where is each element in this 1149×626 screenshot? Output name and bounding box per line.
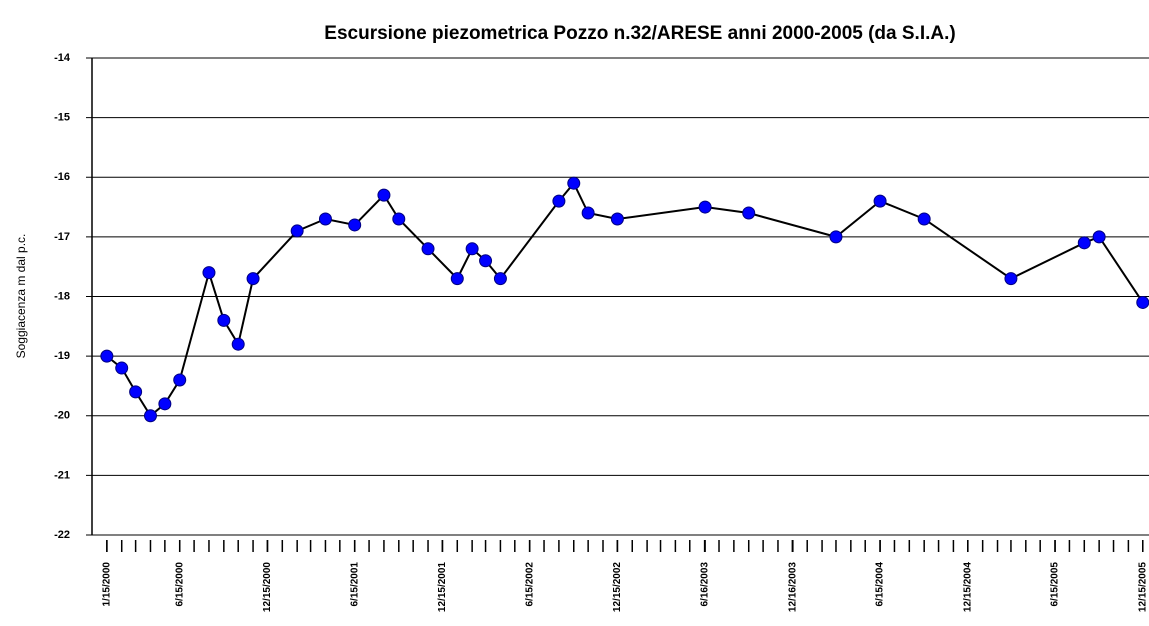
y-tick-label: -16 <box>54 171 70 183</box>
x-tick-label: 6/15/2004 <box>875 562 886 607</box>
data-point <box>129 385 143 399</box>
chart-title: Escursione piezometrica Pozzo n.32/ARESE… <box>324 23 955 44</box>
data-point <box>318 212 332 226</box>
x-tick-label: 6/15/2000 <box>174 562 185 607</box>
data-point <box>581 206 595 220</box>
x-tick-label: 6/15/2002 <box>524 562 535 607</box>
data-point <box>1004 272 1018 286</box>
data-point <box>742 206 756 220</box>
x-tick-label: 1/15/2000 <box>102 562 113 607</box>
data-point <box>1092 230 1106 244</box>
data-point <box>231 337 245 351</box>
y-tick-label: -15 <box>54 112 70 124</box>
data-point <box>202 266 216 280</box>
data-point <box>348 218 362 232</box>
data-point <box>465 242 479 256</box>
data-point <box>829 230 843 244</box>
data-point <box>1077 236 1091 250</box>
data-point <box>1136 295 1149 309</box>
data-point <box>100 349 114 363</box>
data-point <box>873 194 887 208</box>
data-point <box>421 242 435 256</box>
data-point <box>493 272 507 286</box>
y-tick-label: -17 <box>54 231 70 243</box>
data-point <box>290 224 304 238</box>
data-point <box>392 212 406 226</box>
data-point <box>246 272 260 286</box>
y-tick-label: -18 <box>54 290 70 302</box>
data-point <box>479 254 493 268</box>
y-tick-label: -19 <box>54 350 70 362</box>
y-tick-label: -21 <box>54 469 70 481</box>
data-point <box>217 313 231 327</box>
data-point <box>610 212 624 226</box>
data-point <box>698 200 712 214</box>
x-tick-label: 6/15/2005 <box>1050 562 1061 607</box>
series-line <box>106 181 1144 418</box>
x-tick-label: 6/15/2001 <box>349 562 360 607</box>
y-tick-label: -20 <box>54 410 70 422</box>
y-tick-label: -22 <box>54 529 70 541</box>
data-point <box>173 373 187 387</box>
x-tick-label: 12/15/2005 <box>1137 562 1148 612</box>
y-tick-label: -14 <box>54 52 71 64</box>
data-point <box>158 397 172 411</box>
x-tick-label: 12/16/2003 <box>787 562 798 612</box>
data-point <box>143 409 157 423</box>
x-tick-label: 12/15/2000 <box>262 562 273 612</box>
data-point <box>552 194 566 208</box>
data-point <box>917 212 931 226</box>
data-point <box>567 176 581 190</box>
x-tick-label: 12/15/2001 <box>437 562 448 612</box>
x-tick-label: 12/15/2004 <box>962 562 973 612</box>
data-point <box>115 361 129 375</box>
x-tick-label: 6/16/2003 <box>700 562 711 607</box>
x-tick-label: 12/15/2002 <box>612 562 623 612</box>
data-point <box>377 188 391 202</box>
data-point <box>450 272 464 286</box>
y-axis-label: Soggiacenza m dal p.c. <box>14 234 28 359</box>
